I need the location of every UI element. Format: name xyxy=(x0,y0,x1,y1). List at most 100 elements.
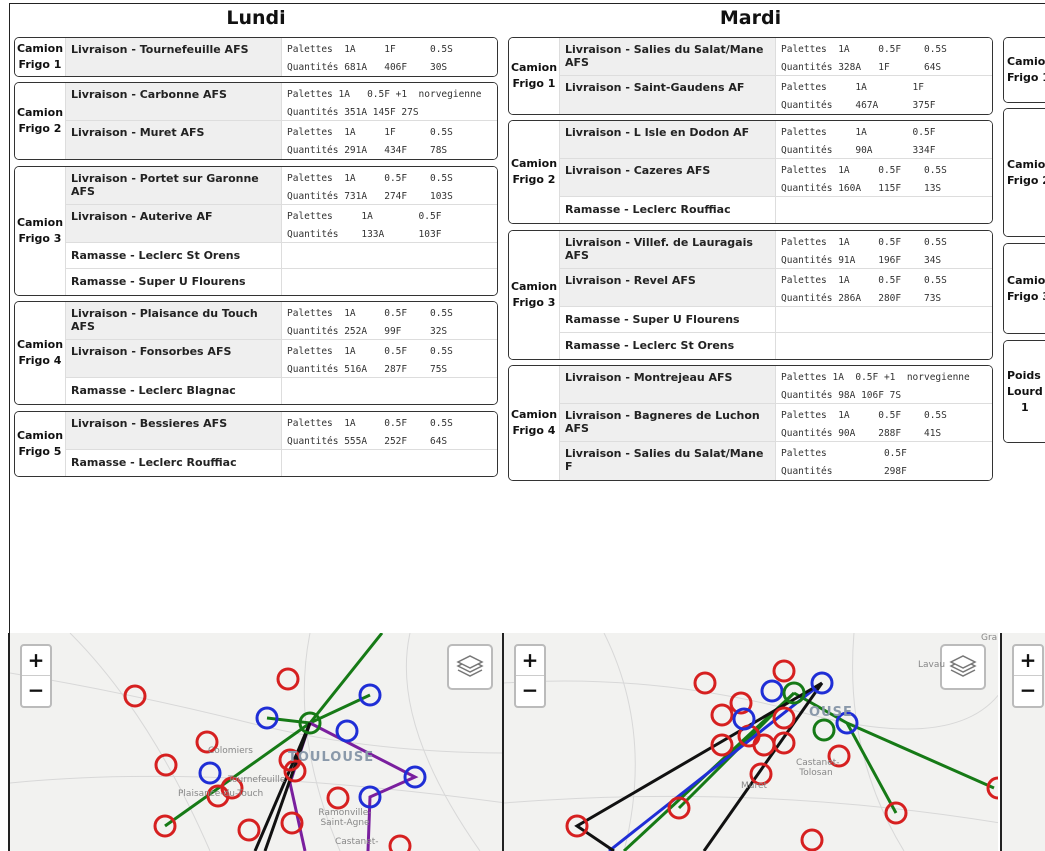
stop-name: Livraison - Muret AFS xyxy=(66,121,282,159)
stop-name: Ramasse - Leclerc Rouffiac xyxy=(560,197,776,223)
stop-marker xyxy=(772,706,796,730)
stop-quantities: Palettes 1A 0.5F 0.5S Quantités 731A 274F… xyxy=(282,167,497,204)
truck-label: Camion Frigo 2 xyxy=(509,121,560,223)
map-lundi[interactable]: + − Colomiers Tournefeuille Plaisance-du… xyxy=(8,633,504,851)
zoom-control: + − xyxy=(514,644,546,708)
pickup-row[interactable]: Ramasse - Leclerc Rouffiac xyxy=(66,450,497,476)
pickup-row[interactable]: Ramasse - Super U Flourens xyxy=(560,307,992,333)
pickup-row[interactable]: Ramasse - Leclerc St Orens xyxy=(66,243,497,269)
delivery-row[interactable]: Livraison - Bagneres de Luchon AFS Palett… xyxy=(560,404,992,442)
stop-quantities xyxy=(282,243,497,268)
pickup-row[interactable]: Ramasse - Leclerc Blagnac xyxy=(66,378,497,404)
truck-label-line: Camion xyxy=(1007,273,1045,287)
stop-name: Ramasse - Leclerc Rouffiac xyxy=(66,450,282,476)
delivery-row[interactable]: Livraison - Villef. de Lauragais AFS Pale… xyxy=(560,231,992,269)
delivery-row[interactable]: Livraison - Fonsorbes AFS Palettes 1A 0.5… xyxy=(66,340,497,378)
route-map[interactable] xyxy=(504,633,998,851)
map-partial[interactable]: + − xyxy=(1000,633,1045,851)
stop-marker xyxy=(835,711,859,735)
pickup-row[interactable]: Ramasse - Super U Flourens xyxy=(66,269,497,295)
stop-marker xyxy=(760,679,784,703)
zoom-out-button[interactable]: − xyxy=(521,678,539,702)
stop-name: Livraison - Bessieres AFS xyxy=(66,412,282,449)
delivery-row[interactable]: Livraison - Bessieres AFS Palettes 1A 0.5… xyxy=(66,412,497,450)
stop-marker xyxy=(812,718,836,742)
pallets-line: Palettes 1A 0.5F 0.5S xyxy=(781,275,947,286)
stop-name: Livraison - Portet sur Garonne AFS xyxy=(66,167,282,204)
stop-marker xyxy=(729,691,753,715)
delivery-row[interactable]: Livraison - L Isle en Dodon AF Palettes 1… xyxy=(560,121,992,159)
delivery-row[interactable]: Livraison - Plaisance du Touch AFS Palett… xyxy=(66,302,497,340)
layers-icon xyxy=(456,655,484,677)
truck-card: Camion Frigo 2 Livraison - Carbonne AFS Pal… xyxy=(14,82,498,160)
delivery-row[interactable]: Livraison - Montrejeau AFS Palettes 1A 0.… xyxy=(560,366,992,404)
day-column-lundi: Lundi xyxy=(14,3,498,33)
stop-name: Livraison - Tournefeuille AFS xyxy=(66,38,282,76)
delivery-row[interactable]: Livraison - Saint-Gaudens AF Palettes 1A … xyxy=(560,76,992,114)
stop-quantities: Palettes 1A 0.5F 0.5S Quantités 160A 115F… xyxy=(776,159,992,196)
quantities-line: Quantités 90A 334F xyxy=(781,145,936,156)
pallets-line: Palettes 1A 0.5F 0.5S xyxy=(781,237,947,248)
map-place-label: Plaisance-du-Touch xyxy=(178,789,264,799)
layers-button[interactable] xyxy=(447,644,493,690)
map-mardi[interactable]: + − Lavau OUSE Castanet-Tolosan Muret Gr… xyxy=(502,633,998,851)
stop-marker xyxy=(154,753,178,777)
layers-button[interactable] xyxy=(940,644,986,690)
quantities-line: Quantités 351A 145F 27S xyxy=(287,107,419,118)
truck-card: Camion Frigo 3 Livraison - Villef. de Laur… xyxy=(508,230,993,360)
stop-marker xyxy=(565,814,589,838)
route-line xyxy=(702,682,824,851)
stop-name: Livraison - Salies du Salat/Mane F xyxy=(560,442,776,480)
zoom-in-button[interactable]: + xyxy=(22,646,50,676)
pickup-row[interactable]: Ramasse - Leclerc Rouffiac xyxy=(560,197,992,223)
quantities-line: Quantités 91A 196F 34S xyxy=(781,255,942,266)
pallets-line: Palettes 1A 0.5F 0.5S xyxy=(287,173,453,184)
delivery-row[interactable]: Livraison - Portet sur Garonne AFS Palett… xyxy=(66,167,497,205)
map-place-label: Muret xyxy=(741,781,768,791)
stop-name: Ramasse - Leclerc Blagnac xyxy=(66,378,282,404)
day-title: Mardi xyxy=(719,7,782,29)
zoom-out-button[interactable]: − xyxy=(27,678,45,702)
map-road xyxy=(603,633,636,851)
truck-label: Camion Frigo 4 xyxy=(15,302,66,404)
truck-label: Poids Lourd 1 xyxy=(1004,341,1045,442)
map-place-label: Lavau xyxy=(918,660,946,670)
map-place-label: Castanet- xyxy=(335,837,379,847)
route-map[interactable] xyxy=(10,633,504,851)
pallets-line: Palettes 1A 0.5F xyxy=(287,211,442,222)
stop-name: Ramasse - Super U Flourens xyxy=(560,307,776,332)
map-road xyxy=(852,633,905,851)
zoom-in-button[interactable]: + xyxy=(1014,646,1042,676)
truck-label: Camion Frigo 1 xyxy=(15,38,66,76)
stop-marker xyxy=(800,828,824,851)
pallets-line: Palettes 1A 0.5F 0.5S xyxy=(781,165,947,176)
stop-quantities: Palettes 1A 0.5F Quantités 133A 103F xyxy=(282,205,497,242)
delivery-row[interactable]: Livraison - Auterive AF Palettes 1A 0.5F Q… xyxy=(66,205,497,243)
stop-quantities: Palettes 1A 1F 0.5S Quantités 291A 434F 7… xyxy=(282,121,497,159)
stop-quantities: Palettes 1A 0.5F +1 norvegienne Quantités… xyxy=(282,83,497,120)
truck-label: Camion Frigo 3 xyxy=(509,231,560,359)
map-place-label: Tournefeuille xyxy=(228,775,286,785)
route-line xyxy=(845,722,898,814)
delivery-row[interactable]: Livraison - Cazeres AFS Palettes 1A 0.5F … xyxy=(560,159,992,197)
zoom-out-button[interactable]: − xyxy=(1019,678,1037,702)
truck-label: Camion Frigo 4 xyxy=(509,366,560,480)
stop-quantities: Palettes 0.5F Quantités 298F xyxy=(776,442,992,480)
map-road xyxy=(69,633,211,851)
delivery-row[interactable]: Livraison - Salies du Salat/Mane AFS Pale… xyxy=(560,38,992,76)
truck-label: Camion Frigo 5 xyxy=(15,412,66,476)
delivery-row[interactable]: Livraison - Tournefeuille AFS Palettes 1A… xyxy=(66,38,497,76)
stop-name: Livraison - Cazeres AFS xyxy=(560,159,776,196)
delivery-row[interactable]: Livraison - Revel AFS Palettes 1A 0.5F 0.… xyxy=(560,269,992,307)
delivery-row[interactable]: Livraison - Carbonne AFS Palettes 1A 0.5F… xyxy=(66,83,497,121)
delivery-row[interactable]: Livraison - Muret AFS Palettes 1A 1F 0.5S… xyxy=(66,121,497,159)
pickup-row[interactable]: Ramasse - Leclerc St Orens xyxy=(560,333,992,359)
delivery-row[interactable]: Livraison - Salies du Salat/Mane F Palett… xyxy=(560,442,992,480)
quantities-line: Quantités 286A 280F 73S xyxy=(781,293,942,304)
stop-quantities: Palettes 1A 1F Quantités 467A 375F xyxy=(776,76,992,114)
stop-marker xyxy=(388,834,412,851)
stop-marker xyxy=(335,719,359,743)
pallets-line: Palettes 1A 0.5F 0.5S xyxy=(287,308,453,319)
zoom-in-button[interactable]: + xyxy=(516,646,544,676)
stop-name: Livraison - Bagneres de Luchon AFS xyxy=(560,404,776,441)
